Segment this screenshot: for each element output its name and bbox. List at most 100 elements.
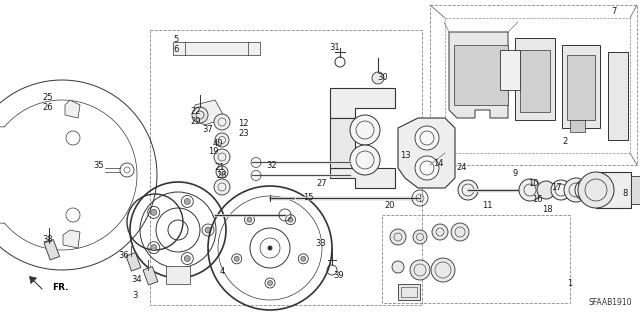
Polygon shape <box>398 118 455 188</box>
Circle shape <box>151 245 157 251</box>
Text: 35: 35 <box>93 160 104 169</box>
Circle shape <box>350 115 380 145</box>
Text: 7: 7 <box>611 8 617 17</box>
Text: 9: 9 <box>513 168 518 177</box>
Text: 21: 21 <box>215 164 225 173</box>
Text: 37: 37 <box>203 125 213 135</box>
Polygon shape <box>562 45 600 128</box>
Polygon shape <box>515 38 555 120</box>
Text: 25: 25 <box>43 93 53 101</box>
Circle shape <box>214 179 230 195</box>
Circle shape <box>390 229 406 245</box>
Bar <box>330 118 355 168</box>
Text: 36: 36 <box>118 250 129 259</box>
Polygon shape <box>570 120 585 132</box>
Text: 14: 14 <box>433 159 444 167</box>
Text: 23: 23 <box>239 129 250 137</box>
Circle shape <box>415 156 439 180</box>
Text: 8: 8 <box>622 189 628 197</box>
Bar <box>150 30 422 305</box>
Polygon shape <box>173 42 260 55</box>
Circle shape <box>413 230 427 244</box>
Circle shape <box>519 179 541 201</box>
Bar <box>382 215 570 303</box>
Text: 6: 6 <box>173 46 179 55</box>
Circle shape <box>151 209 157 215</box>
Text: 15: 15 <box>303 194 313 203</box>
Bar <box>445 18 630 153</box>
Circle shape <box>458 180 478 200</box>
Bar <box>143 267 158 285</box>
Circle shape <box>392 261 404 273</box>
Text: 1: 1 <box>568 278 573 287</box>
Text: 34: 34 <box>132 276 142 285</box>
Polygon shape <box>454 45 508 105</box>
Text: 10: 10 <box>528 179 538 188</box>
Bar <box>631 176 640 204</box>
Circle shape <box>247 217 252 222</box>
Text: 38: 38 <box>43 235 53 244</box>
Circle shape <box>184 198 190 204</box>
Text: 19: 19 <box>208 147 218 157</box>
Circle shape <box>234 256 239 261</box>
Text: 20: 20 <box>385 201 396 210</box>
Text: SFAAB1910: SFAAB1910 <box>589 298 632 307</box>
Text: 17: 17 <box>550 183 561 192</box>
Bar <box>398 284 420 300</box>
Bar <box>430 5 637 165</box>
Circle shape <box>551 180 571 200</box>
Circle shape <box>415 126 439 150</box>
Text: 33: 33 <box>316 239 326 248</box>
Circle shape <box>564 178 588 202</box>
Polygon shape <box>65 100 80 118</box>
Circle shape <box>268 280 273 286</box>
Polygon shape <box>567 55 595 120</box>
Bar <box>596 172 631 208</box>
Circle shape <box>268 246 272 250</box>
Circle shape <box>214 114 230 130</box>
Text: 4: 4 <box>220 266 225 276</box>
Circle shape <box>537 181 555 199</box>
Circle shape <box>451 223 469 241</box>
Polygon shape <box>330 168 395 188</box>
Text: 22: 22 <box>191 108 201 116</box>
Text: 5: 5 <box>173 35 179 44</box>
Text: 11: 11 <box>482 201 492 210</box>
Circle shape <box>432 224 448 240</box>
Bar <box>44 240 60 260</box>
Bar <box>126 253 141 271</box>
Polygon shape <box>608 52 628 140</box>
Bar <box>401 287 417 297</box>
Circle shape <box>214 149 230 165</box>
Circle shape <box>578 172 614 208</box>
Polygon shape <box>330 88 395 118</box>
Circle shape <box>410 260 430 280</box>
Text: 12: 12 <box>237 118 248 128</box>
Polygon shape <box>193 100 225 125</box>
Text: 32: 32 <box>267 160 277 169</box>
Circle shape <box>288 217 293 222</box>
Text: FR.: FR. <box>52 283 68 292</box>
Circle shape <box>301 256 306 261</box>
Text: 3: 3 <box>132 292 138 300</box>
Polygon shape <box>500 50 520 90</box>
Text: 24: 24 <box>457 164 467 173</box>
Circle shape <box>184 256 190 262</box>
Text: 16: 16 <box>532 196 542 204</box>
Text: 13: 13 <box>400 151 410 160</box>
Circle shape <box>372 72 384 84</box>
Text: 18: 18 <box>541 205 552 214</box>
Bar <box>166 266 190 284</box>
Polygon shape <box>63 230 80 248</box>
Circle shape <box>350 145 380 175</box>
Text: 30: 30 <box>378 72 388 81</box>
Text: 28: 28 <box>217 170 227 180</box>
Circle shape <box>192 107 208 123</box>
Polygon shape <box>520 50 550 112</box>
Text: 27: 27 <box>317 179 327 188</box>
Circle shape <box>431 258 455 282</box>
Polygon shape <box>29 277 42 289</box>
Text: 2: 2 <box>563 137 568 146</box>
Circle shape <box>205 227 211 233</box>
Text: 31: 31 <box>330 42 340 51</box>
